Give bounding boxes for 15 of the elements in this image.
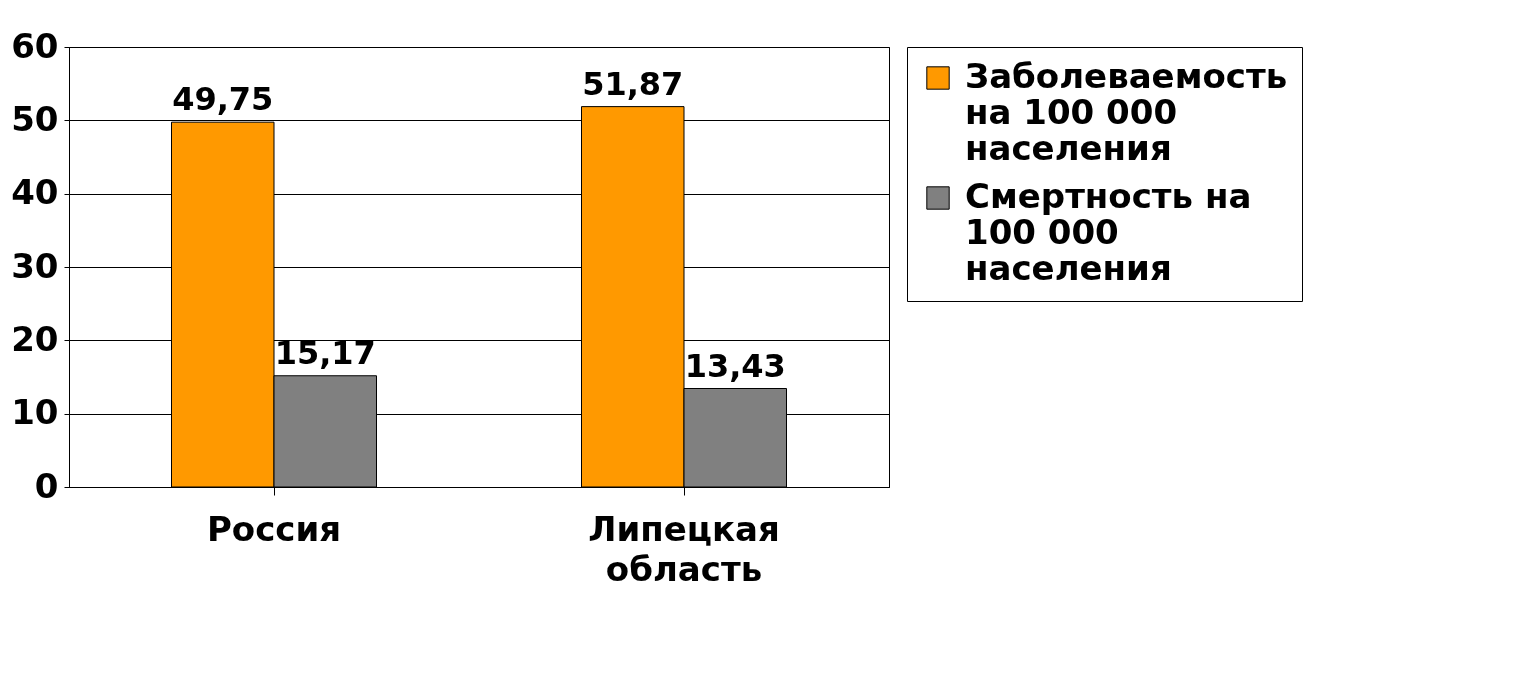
legend-label: Смертность на 100 000 населения (965, 176, 1252, 288)
y-tick-label: 40 (11, 172, 59, 213)
data-label: 51,87 (582, 64, 684, 103)
y-tick-label: 10 (11, 392, 59, 433)
y-tick-label: 20 (11, 318, 59, 359)
data-label: 49,75 (172, 80, 274, 119)
data-label: 13,43 (684, 346, 786, 385)
y-tick-label: 50 (11, 98, 59, 139)
y-tick-label: 0 (34, 465, 59, 506)
legend-label: Заболеваемость на 100 000 населения (965, 56, 1288, 168)
x-tick-label: Россия (206, 508, 342, 549)
x-tick-label: Липецкая область (588, 508, 780, 589)
y-tick-label: 60 (11, 25, 59, 66)
y-tick-label: 30 (11, 245, 59, 286)
data-label: 15,17 (274, 333, 376, 372)
